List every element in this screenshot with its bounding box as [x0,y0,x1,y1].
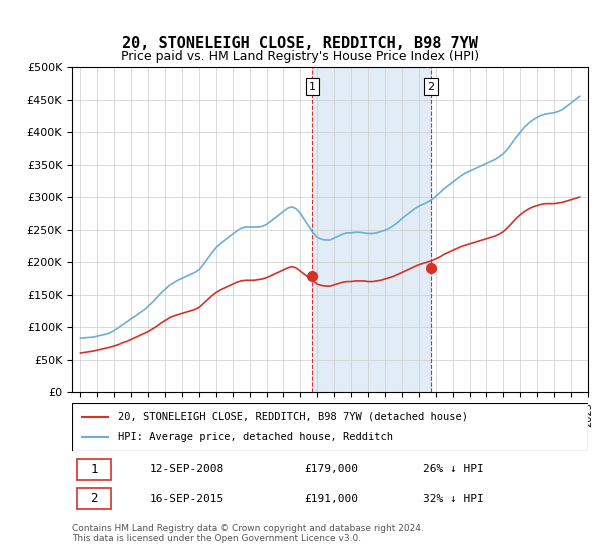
Text: 1: 1 [91,463,98,476]
Text: £179,000: £179,000 [304,464,358,474]
Text: 20, STONELEIGH CLOSE, REDDITCH, B98 7YW (detached house): 20, STONELEIGH CLOSE, REDDITCH, B98 7YW … [118,412,469,422]
Text: 12-SEP-2008: 12-SEP-2008 [149,464,224,474]
Text: Contains HM Land Registry data © Crown copyright and database right 2024.
This d: Contains HM Land Registry data © Crown c… [72,524,424,543]
Bar [313,67,431,392]
Text: Price paid vs. HM Land Registry's House Price Index (HPI): Price paid vs. HM Land Registry's House … [121,50,479,63]
FancyBboxPatch shape [77,459,110,480]
Text: 32% ↓ HPI: 32% ↓ HPI [423,494,484,504]
Text: 1: 1 [309,82,316,92]
Text: 2: 2 [427,82,434,92]
Text: £191,000: £191,000 [304,494,358,504]
Text: 26% ↓ HPI: 26% ↓ HPI [423,464,484,474]
FancyBboxPatch shape [77,488,110,510]
Text: 20, STONELEIGH CLOSE, REDDITCH, B98 7YW: 20, STONELEIGH CLOSE, REDDITCH, B98 7YW [122,36,478,52]
FancyBboxPatch shape [72,403,588,451]
Text: 2: 2 [91,492,98,505]
Text: HPI: Average price, detached house, Redditch: HPI: Average price, detached house, Redd… [118,432,394,442]
Text: 16-SEP-2015: 16-SEP-2015 [149,494,224,504]
